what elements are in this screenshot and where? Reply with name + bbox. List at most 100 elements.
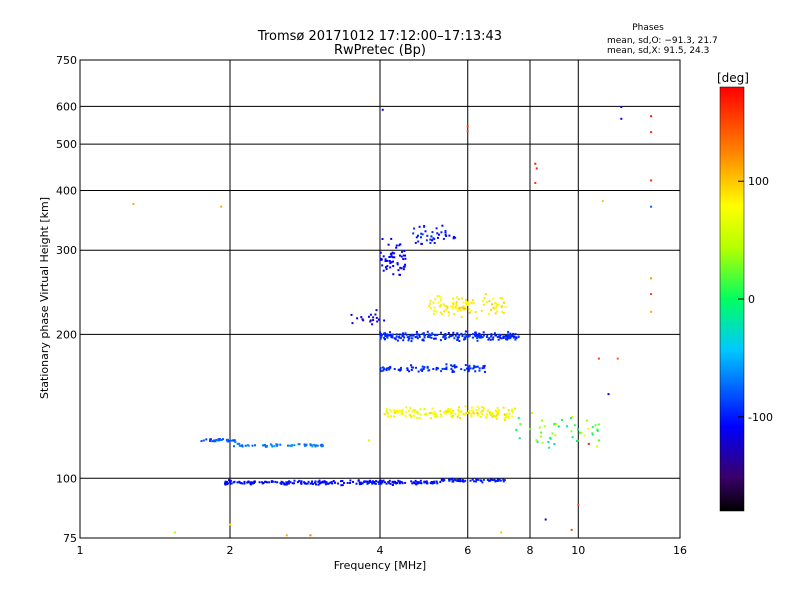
- data-point: [457, 413, 460, 416]
- data-point: [274, 480, 277, 483]
- data-point: [502, 406, 505, 409]
- data-point: [387, 415, 389, 418]
- data-point: [457, 298, 460, 301]
- data-point: [389, 266, 392, 269]
- data-point: [460, 410, 463, 413]
- x-tick-label: 1: [77, 544, 84, 557]
- data-point: [544, 518, 547, 521]
- data-point: [497, 409, 500, 411]
- data-point: [290, 444, 293, 447]
- data-point: [510, 335, 513, 338]
- data-point: [451, 365, 454, 368]
- data-point: [486, 478, 489, 481]
- data-point: [399, 254, 401, 257]
- data-point: [452, 331, 455, 334]
- data-point: [439, 410, 442, 413]
- data-point: [465, 303, 468, 306]
- data-point: [494, 416, 497, 419]
- data-point: [271, 445, 274, 448]
- data-point: [418, 335, 421, 338]
- data-point: [395, 482, 398, 485]
- data-point: [401, 482, 404, 485]
- data-point: [497, 413, 500, 416]
- data-point: [391, 484, 394, 486]
- data-point: [480, 334, 483, 337]
- data-point: [404, 481, 407, 484]
- data-point: [429, 307, 432, 309]
- data-point: [486, 410, 489, 413]
- data-point: [457, 406, 460, 409]
- data-point: [456, 310, 459, 313]
- data-point: [426, 366, 429, 369]
- data-point: [330, 481, 333, 483]
- data-point: [650, 131, 653, 134]
- data-point: [597, 357, 600, 360]
- data-point: [440, 370, 443, 373]
- data-point: [462, 305, 465, 308]
- data-point: [268, 481, 271, 484]
- data-point: [395, 244, 398, 247]
- data-point: [244, 444, 247, 447]
- data-point: [369, 319, 372, 322]
- data-point: [356, 317, 359, 320]
- data-point: [226, 440, 229, 443]
- data-point: [391, 336, 394, 339]
- data-point: [452, 237, 455, 240]
- data-point: [450, 478, 453, 481]
- data-point: [462, 306, 464, 309]
- data-point: [388, 482, 391, 485]
- data-point: [369, 320, 372, 323]
- data-point: [249, 482, 252, 485]
- data-point: [279, 443, 282, 446]
- data-point: [236, 481, 239, 484]
- data-point: [411, 482, 414, 485]
- data-point: [383, 319, 386, 322]
- data-point: [459, 478, 462, 481]
- data-point: [443, 411, 446, 413]
- data-point: [454, 236, 457, 239]
- data-point: [441, 224, 444, 227]
- data-point: [378, 482, 381, 485]
- data-point: [448, 311, 450, 314]
- data-point: [462, 480, 464, 483]
- data-point: [300, 481, 302, 484]
- data-point: [358, 481, 361, 484]
- data-point: [243, 480, 246, 483]
- data-point: [440, 296, 443, 299]
- data-point: [391, 256, 394, 259]
- data-point: [357, 479, 360, 482]
- data-point: [385, 369, 388, 372]
- data-point: [173, 531, 176, 534]
- data-point: [238, 442, 241, 445]
- data-point: [491, 415, 494, 418]
- data-point: [387, 481, 390, 483]
- data-point: [580, 431, 583, 434]
- data-point: [499, 334, 502, 336]
- data-point: [430, 481, 433, 483]
- data-point: [416, 417, 419, 420]
- data-point: [496, 418, 498, 420]
- data-point: [463, 338, 466, 341]
- data-point: [398, 336, 401, 339]
- data-point: [468, 311, 471, 314]
- data-point: [384, 258, 387, 261]
- data-point: [460, 306, 463, 309]
- data-point: [450, 368, 453, 370]
- data-point: [453, 365, 456, 368]
- data-point: [485, 416, 488, 419]
- data-point: [291, 482, 294, 485]
- data-point: [312, 483, 314, 485]
- data-point: [280, 480, 283, 483]
- data-point: [460, 309, 462, 312]
- data-point: [232, 439, 235, 442]
- data-point: [253, 480, 256, 483]
- colorbar-label: [deg]: [717, 71, 749, 85]
- data-point: [341, 480, 344, 482]
- data-point: [440, 303, 442, 306]
- data-point: [297, 443, 300, 446]
- data-point: [547, 441, 550, 443]
- data-point: [341, 484, 344, 487]
- data-point: [287, 482, 290, 485]
- data-point: [470, 310, 473, 313]
